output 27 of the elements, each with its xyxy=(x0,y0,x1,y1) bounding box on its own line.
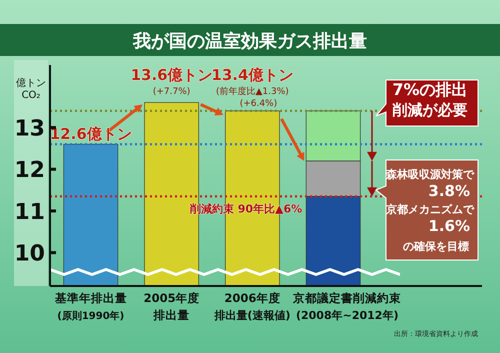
annotation: (+7.7%) xyxy=(152,87,190,97)
text: の確保を目標 xyxy=(403,240,469,253)
x-tick-label: 京都議定書削減約束 xyxy=(292,291,402,305)
annotation: (前年度比▲1.3%) xyxy=(216,86,289,97)
text: 排出量(速報値) xyxy=(213,309,290,322)
data-label: 12.6億トン xyxy=(50,125,132,144)
y-tick-label: 12 xyxy=(14,158,45,184)
chart-title: 我が国の温室効果ガス排出量 xyxy=(132,31,367,52)
annotation: (+6.4%) xyxy=(240,99,278,109)
text: 森林吸収源対策で xyxy=(385,168,475,181)
data-label: 13.4億トン xyxy=(211,66,294,84)
x-tick-label: 基準年排出量 xyxy=(54,291,127,305)
x-tick-label: 2006年度 xyxy=(224,291,280,305)
text: (2008年~2012年) xyxy=(296,309,398,322)
data-label: 13.6億トン xyxy=(130,66,213,84)
text: (原則1990年) xyxy=(57,310,124,322)
y-tick-label: 13 xyxy=(14,116,45,142)
y-axis-title: 億トン CO₂ xyxy=(16,77,46,101)
y-tick-label: 10 xyxy=(14,242,45,267)
text: 7%の排出 xyxy=(392,80,468,99)
text: 3.8% xyxy=(428,182,470,200)
y-tick-label: 11 xyxy=(14,200,45,225)
x-tick-label: 2005年度 xyxy=(144,291,200,305)
text: 排出量 xyxy=(152,308,190,322)
text: 京都メカニズムで xyxy=(385,203,475,216)
text: 1.6% xyxy=(428,217,470,235)
text: 削減が必要 xyxy=(392,101,468,119)
